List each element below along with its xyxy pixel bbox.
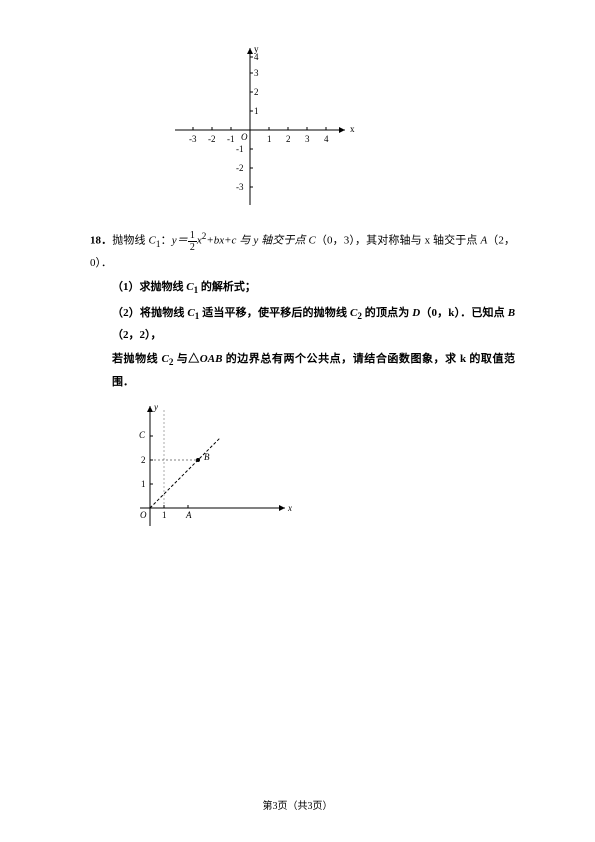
svg-text:x: x: [287, 503, 292, 513]
sub-question-2-line2: 若抛物线 C2 与△OAB 的边界总有两个公共点，请结合函数图象，求 k 的取值…: [112, 349, 515, 393]
svg-text:-3: -3: [236, 182, 244, 192]
svg-text:1: 1: [141, 479, 146, 489]
svg-text:2: 2: [286, 134, 291, 144]
svg-text:C: C: [139, 430, 146, 440]
svg-text:3: 3: [305, 134, 310, 144]
top-chart: x y O -3 -2 -1 1 2 3 4 1 2 3 4 -1 -2 -3: [170, 40, 515, 213]
mid-chart: x y O 1 A C 2 1 B: [130, 398, 515, 536]
svg-text:1: 1: [267, 134, 272, 144]
page-footer: 第3页（共3页）: [0, 797, 595, 812]
svg-text:1: 1: [162, 510, 167, 520]
svg-text:O: O: [140, 510, 147, 520]
sub-question-1: （1）求抛物线 C1 的解析式；: [112, 277, 515, 300]
svg-text:4: 4: [254, 52, 259, 62]
svg-text:-2: -2: [236, 163, 244, 173]
svg-text:4: 4: [324, 134, 329, 144]
svg-text:A: A: [185, 510, 192, 520]
x-axis-label: x: [350, 124, 355, 134]
y-tick-2: 2: [250, 87, 259, 97]
problem-number: 18．: [90, 235, 112, 247]
svg-text:1: 1: [254, 106, 259, 116]
svg-text:2: 2: [254, 87, 259, 97]
svg-text:y: y: [153, 402, 158, 412]
origin-label: O: [241, 132, 248, 142]
y-tick-1: 1: [250, 106, 259, 116]
svg-text:-1: -1: [227, 134, 235, 144]
y-tick-3: 3: [250, 68, 259, 78]
svg-text:-1: -1: [236, 144, 244, 154]
svg-text:2: 2: [141, 455, 146, 465]
svg-text:B: B: [204, 452, 210, 462]
svg-text:-3: -3: [189, 134, 197, 144]
sub-question-2: （2）将抛物线 C1 适当平移，使平移后的抛物线 C2 的顶点为 D（0，k）．…: [112, 303, 515, 347]
problem-18: 18．抛物线 C1：y＝12x2+bx+c 与 y 轴交于点 C（0，3），其对…: [90, 228, 515, 393]
svg-text:-2: -2: [208, 134, 216, 144]
svg-text:3: 3: [254, 68, 259, 78]
